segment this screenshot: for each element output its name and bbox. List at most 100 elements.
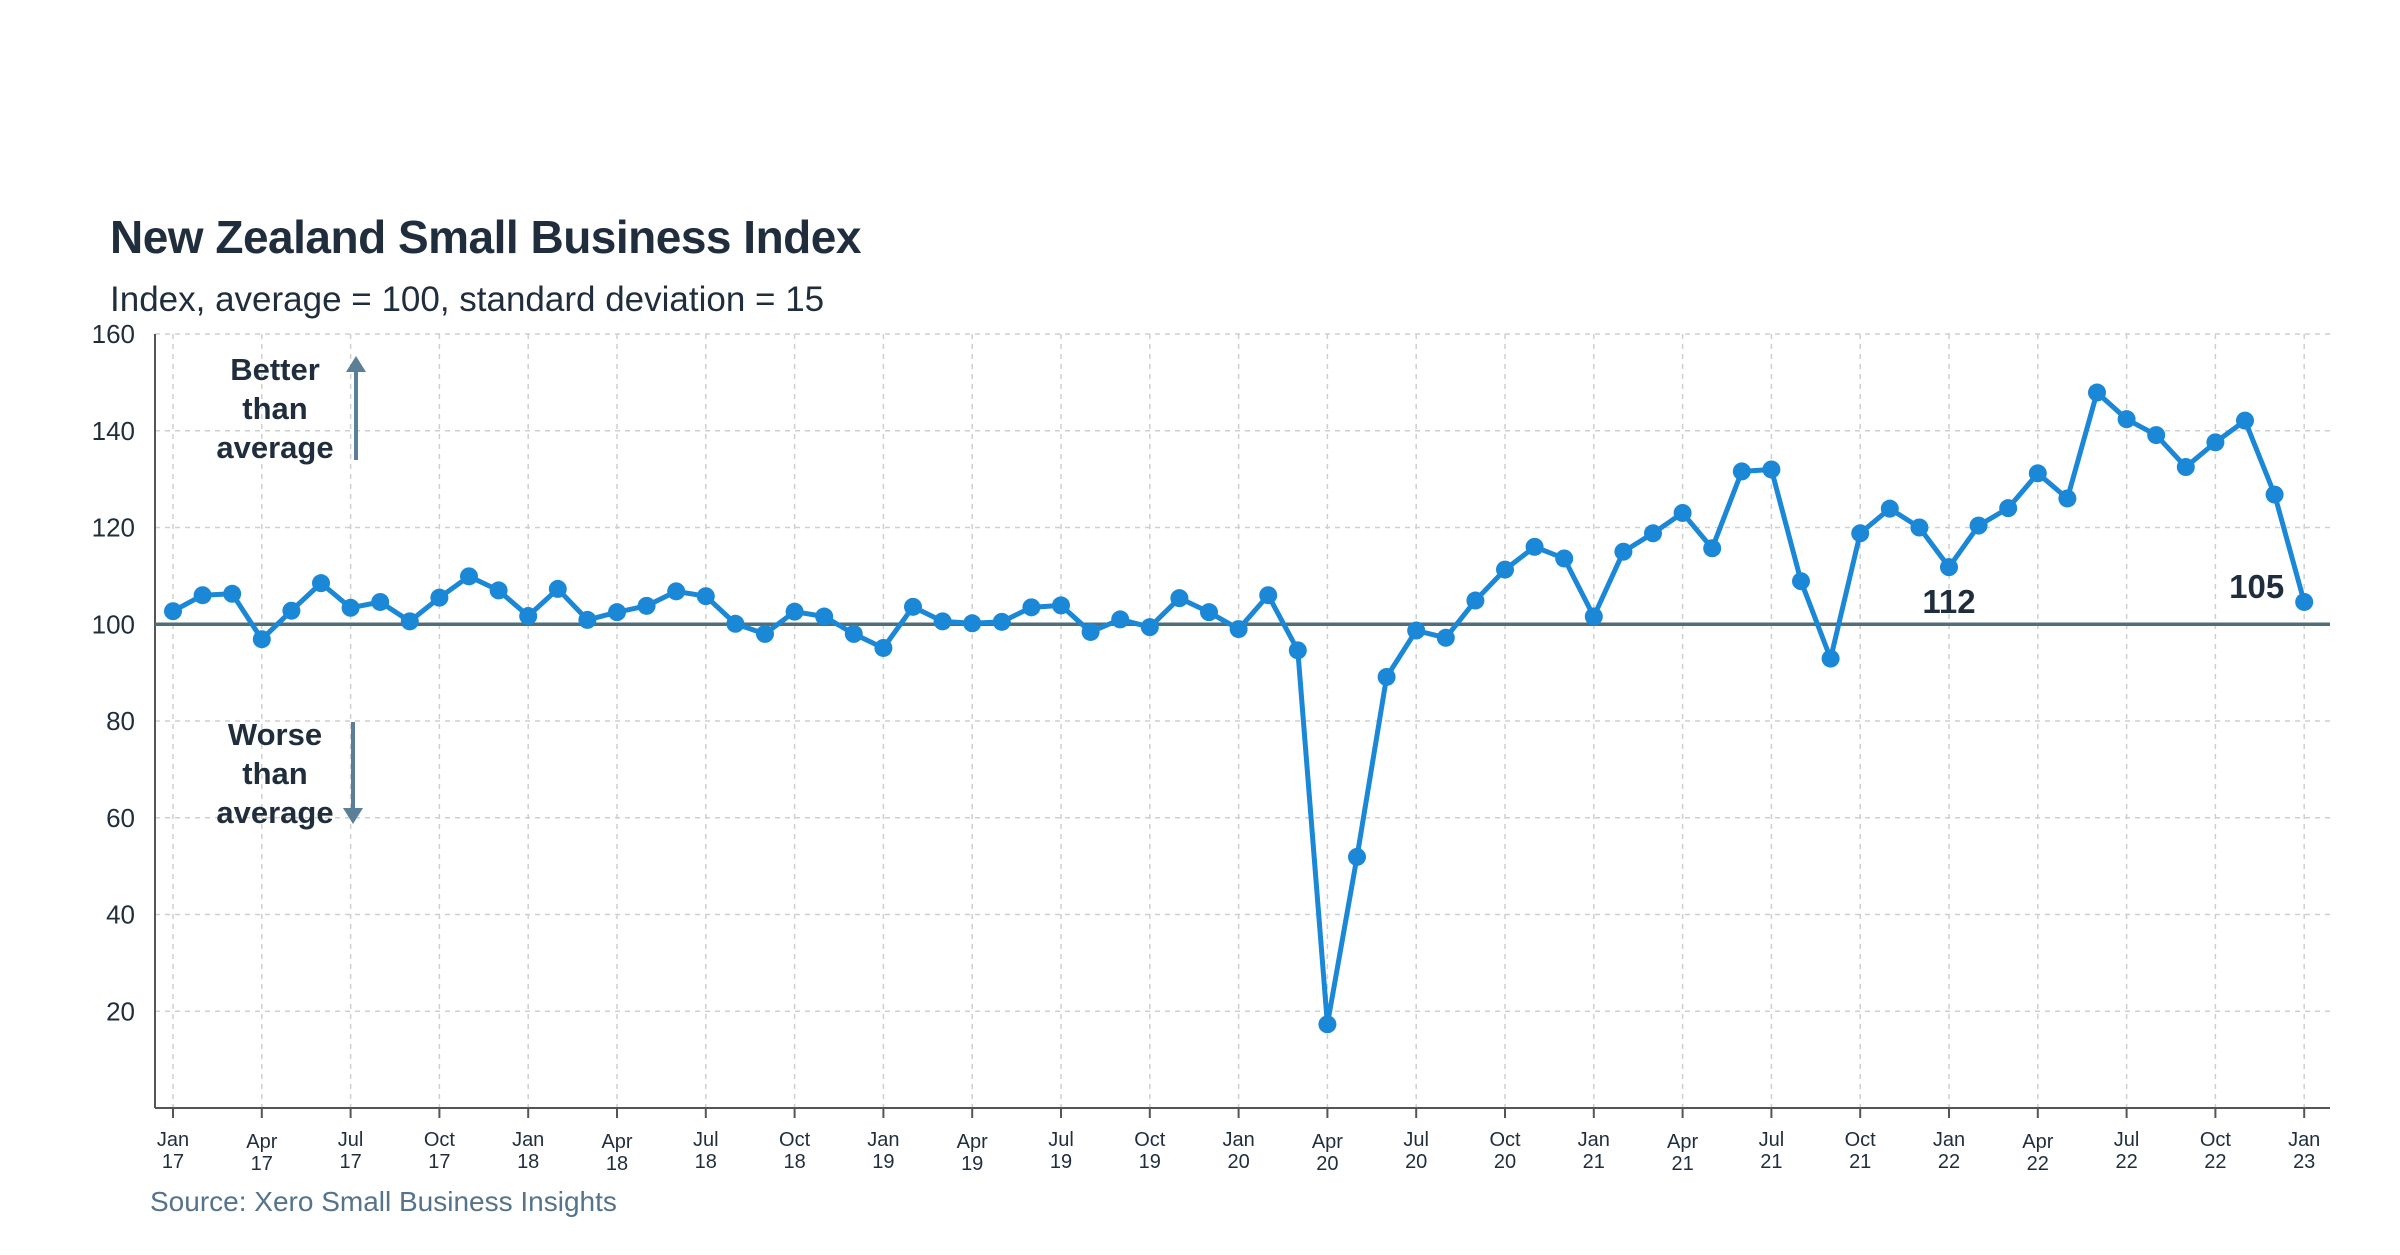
data-point <box>1288 641 1307 660</box>
x-tick-label: Oct <box>424 1129 456 1151</box>
x-tick-label: Apr <box>2022 1131 2053 1153</box>
data-point <box>1910 518 1929 537</box>
data-point <box>1732 462 1751 481</box>
x-tick-label: Apr <box>601 1131 632 1153</box>
data-point <box>164 602 182 621</box>
x-tick-label: Oct <box>2200 1129 2232 1151</box>
data-point <box>1496 560 1514 579</box>
data-point <box>1555 549 1574 568</box>
x-tick-label: Oct <box>1489 1129 1521 1151</box>
x-tick-label: 22 <box>2115 1151 2137 1173</box>
data-point <box>608 603 626 622</box>
x-tick-label: 20 <box>1494 1151 1516 1173</box>
x-tick-label: 22 <box>2204 1151 2226 1173</box>
x-tick-label: 18 <box>517 1151 539 1173</box>
data-point <box>2058 489 2077 508</box>
data-point <box>312 574 330 593</box>
data-point <box>637 596 656 615</box>
data-point <box>1792 572 1810 591</box>
data-point <box>1851 524 1870 543</box>
x-tick-label: 19 <box>1139 1151 1161 1173</box>
x-tick-label: 20 <box>1405 1151 1427 1173</box>
x-tick-label: 17 <box>251 1153 273 1175</box>
data-point <box>1673 503 1692 522</box>
x-tick-label: Apr <box>957 1131 988 1153</box>
worse-than-average-label: than <box>242 756 307 791</box>
x-tick-label: 20 <box>1316 1153 1338 1175</box>
data-point <box>2176 458 2195 477</box>
data-point <box>1140 618 1159 637</box>
x-tick-label: 21 <box>1671 1153 1693 1175</box>
data-point <box>1407 621 1426 640</box>
y-tick-label: 80 <box>106 706 135 736</box>
data-point <box>756 624 774 643</box>
x-tick-label: Jan <box>512 1129 544 1151</box>
data-point <box>1999 499 2018 518</box>
y-tick-label: 20 <box>106 996 135 1026</box>
data-point <box>904 597 922 616</box>
x-tick-label: 21 <box>1760 1151 1782 1173</box>
data-point <box>223 584 242 603</box>
better-than-average-label: than <box>242 391 307 426</box>
x-tick-label: Apr <box>1312 1131 1343 1153</box>
data-point <box>785 602 804 621</box>
y-tick-label: 60 <box>106 803 135 833</box>
x-tick-label: Jul <box>693 1129 719 1151</box>
data-point <box>430 588 449 607</box>
data-point <box>1703 539 1722 558</box>
x-tick-label: 20 <box>1227 1151 1249 1173</box>
data-point <box>460 567 478 586</box>
data-point <box>1436 628 1455 647</box>
x-tick-label: Jan <box>1222 1129 1254 1151</box>
data-point <box>2147 426 2166 445</box>
x-tick-label: 22 <box>2027 1153 2049 1175</box>
x-tick-label: Jul <box>1403 1129 1429 1151</box>
chart-title: New Zealand Small Business Index <box>110 211 861 263</box>
data-point <box>1466 591 1485 610</box>
x-tick-label: 23 <box>2293 1151 2315 1173</box>
x-tick-label: 17 <box>339 1151 361 1173</box>
worse-than-average-label: average <box>216 795 333 830</box>
data-point <box>2295 592 2314 611</box>
x-tick-label: 18 <box>783 1151 805 1173</box>
x-tick-label: Oct <box>1845 1129 1877 1151</box>
x-tick-label: Jul <box>338 1129 364 1151</box>
data-point <box>696 587 715 606</box>
data-point <box>282 601 301 620</box>
x-tick-label: 17 <box>428 1151 450 1173</box>
x-tick-label: Oct <box>779 1129 811 1151</box>
up-arrow-head-icon <box>346 356 366 372</box>
x-tick-label: 21 <box>1583 1151 1605 1173</box>
data-point <box>341 598 360 617</box>
data-point <box>815 607 834 626</box>
data-point <box>1022 598 1041 617</box>
data-point <box>578 610 597 629</box>
data-label: 105 <box>2229 568 2284 605</box>
x-tick-label: Jan <box>1578 1129 1610 1151</box>
better-than-average-label: average <box>216 430 333 465</box>
data-point <box>489 581 508 600</box>
x-tick-label: Apr <box>1667 1131 1698 1153</box>
data-point <box>933 612 952 631</box>
data-point <box>1614 542 1633 561</box>
data-point <box>667 582 686 601</box>
data-point <box>844 624 863 643</box>
data-point <box>1377 667 1396 686</box>
data-point <box>1259 586 1278 605</box>
data-point <box>1081 622 1100 641</box>
data-point <box>874 638 893 657</box>
data-point <box>548 579 567 598</box>
x-tick-label: Jan <box>2288 1129 2320 1151</box>
y-tick-label: 160 <box>92 319 135 349</box>
x-tick-label: Jan <box>867 1129 899 1151</box>
x-tick-label: Apr <box>246 1131 277 1153</box>
data-point <box>992 612 1011 631</box>
data-point <box>1525 537 1544 556</box>
x-tick-label: 18 <box>695 1151 717 1173</box>
data-point <box>1052 596 1070 615</box>
data-point <box>963 614 982 633</box>
x-tick-label: 22 <box>1938 1151 1960 1173</box>
data-point <box>1940 558 1958 577</box>
y-tick-label: 140 <box>92 416 135 446</box>
